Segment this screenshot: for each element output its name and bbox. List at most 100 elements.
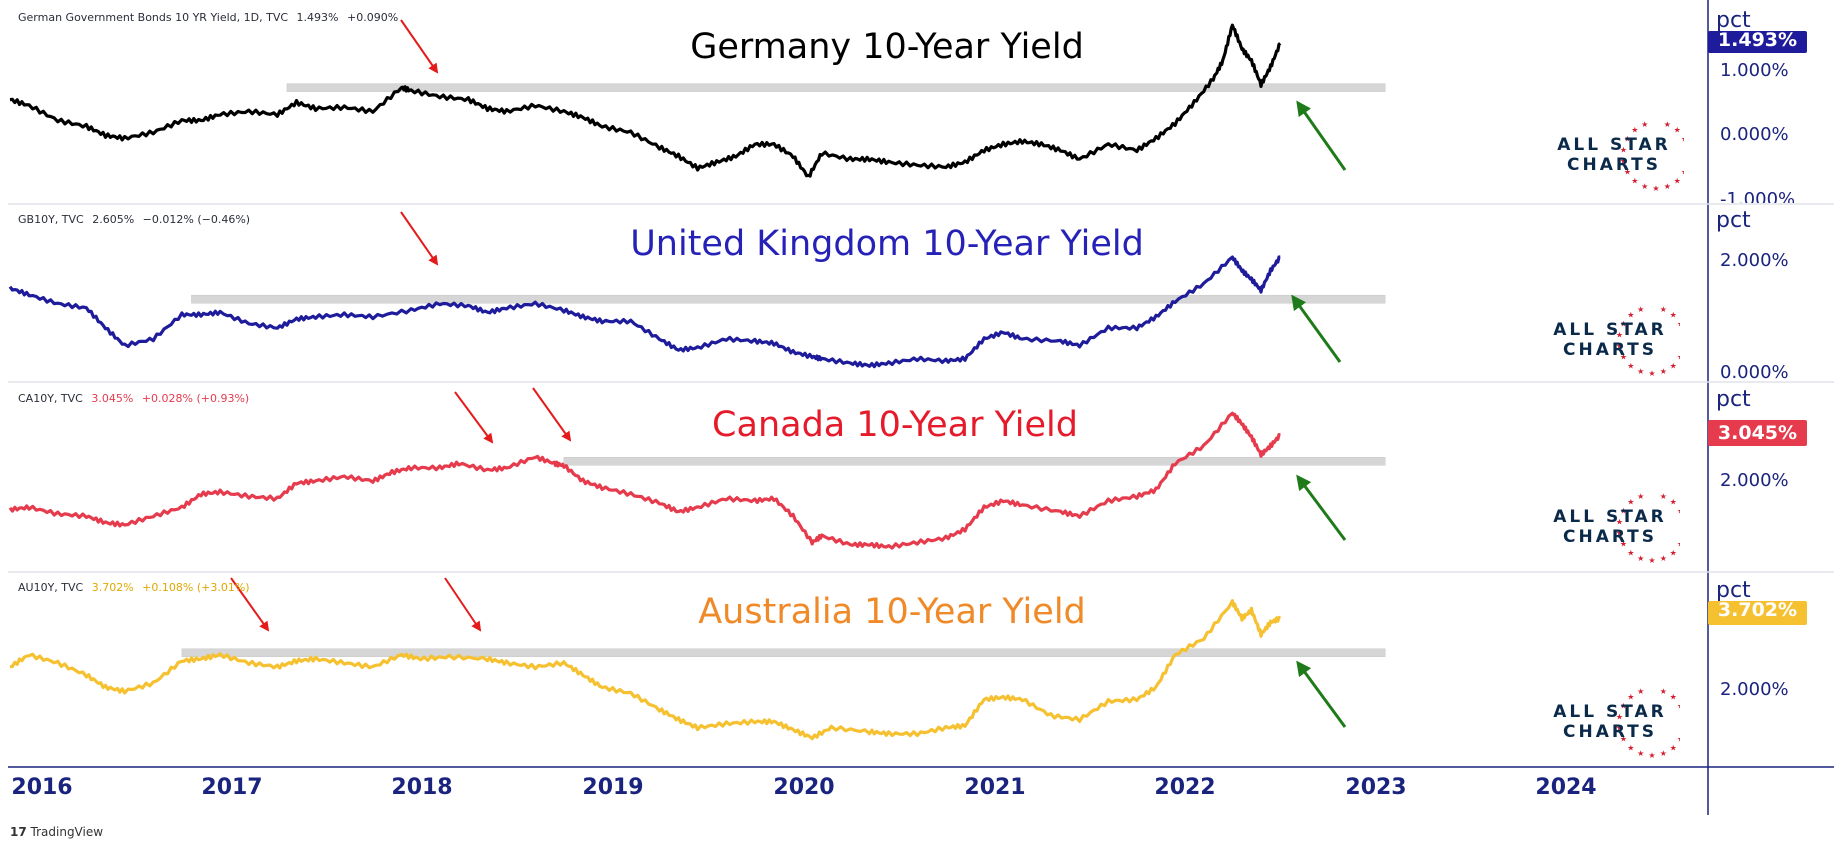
series-line-canada bbox=[8, 411, 1281, 550]
legend-australia[interactable]: AU10Y, TVC 3.702% +0.108% (+3.01%) bbox=[18, 581, 255, 594]
price-tag-germany: 1.493% bbox=[1708, 31, 1807, 53]
star-icon: ★ bbox=[1620, 157, 1627, 166]
star-icon: ★ bbox=[1660, 687, 1667, 696]
legend-last: 3.045% bbox=[91, 392, 134, 405]
green-arrow bbox=[1296, 474, 1347, 541]
star-icon: ★ bbox=[1637, 367, 1644, 376]
red-arrow bbox=[230, 577, 270, 632]
x-tick: 2017 bbox=[201, 775, 263, 800]
star-icon: ★ bbox=[1616, 342, 1623, 351]
star-icon: ★ bbox=[1637, 749, 1644, 758]
resistance-band bbox=[191, 294, 1386, 304]
star-icon: ★ bbox=[1677, 507, 1680, 516]
star-icon: ★ bbox=[1627, 498, 1634, 507]
legend-change: −0.012% (−0.46%) bbox=[142, 213, 251, 226]
star-icon: ★ bbox=[1660, 305, 1667, 314]
star-ring-icon: ★★★★★★★★★★★★★★★★★ bbox=[1616, 687, 1680, 760]
star-ring-icon: ★★★★★★★★★★★★★★★★★ bbox=[1616, 492, 1680, 565]
legend-symbol: German Government Bonds 10 YR Yield, 1D,… bbox=[18, 11, 289, 24]
y-tick: 1.000% bbox=[1720, 60, 1789, 81]
star-icon: ★ bbox=[1637, 492, 1644, 501]
star-icon: ★ bbox=[1616, 712, 1623, 721]
star-icon: ★ bbox=[1660, 749, 1667, 758]
star-icon: ★ bbox=[1660, 554, 1667, 563]
unit-label: pct bbox=[1716, 578, 1751, 603]
star-icon: ★ bbox=[1677, 320, 1680, 329]
star-icon: ★ bbox=[1677, 702, 1680, 711]
star-icon: ★ bbox=[1624, 168, 1631, 177]
star-icon: ★ bbox=[1624, 135, 1631, 144]
resistance-band bbox=[563, 457, 1386, 466]
unit-label: pct bbox=[1716, 387, 1751, 412]
star-icon: ★ bbox=[1648, 556, 1655, 565]
panel-title-germany: Germany 10-Year Yield bbox=[690, 27, 1084, 67]
star-icon: ★ bbox=[1620, 353, 1627, 362]
x-tick: 2024 bbox=[1535, 775, 1597, 800]
star-icon: ★ bbox=[1620, 320, 1627, 329]
star-icon: ★ bbox=[1631, 176, 1638, 185]
green-arrow bbox=[1291, 294, 1342, 363]
x-tick: 2023 bbox=[1345, 775, 1407, 800]
star-icon: ★ bbox=[1620, 702, 1627, 711]
allstarcharts-logo: ★★★★★★★★★★★★★★★★★ ALL STAR CHARTS bbox=[1540, 684, 1680, 764]
star-icon: ★ bbox=[1627, 548, 1634, 557]
red-arrow bbox=[444, 577, 482, 632]
panel-grid bbox=[8, 0, 1834, 815]
unit-label: pct bbox=[1716, 208, 1751, 233]
legend-symbol: CA10Y, TVC bbox=[18, 392, 83, 405]
star-icon: ★ bbox=[1616, 724, 1623, 733]
star-icon: ★ bbox=[1627, 361, 1634, 370]
red-arrow bbox=[400, 211, 439, 266]
red-arrow bbox=[400, 19, 439, 74]
x-tick: 2021 bbox=[964, 775, 1026, 800]
red-arrow bbox=[454, 391, 494, 444]
green-arrow bbox=[1296, 660, 1347, 728]
y-tick: 2.000% bbox=[1720, 250, 1789, 271]
x-tick: 2022 bbox=[1154, 775, 1216, 800]
legend-change: +0.108% (+3.01%) bbox=[142, 581, 250, 594]
x-tick: 2018 bbox=[391, 775, 453, 800]
annotation-arrows bbox=[230, 19, 1347, 728]
star-icon: ★ bbox=[1620, 145, 1627, 154]
tradingview-brand[interactable]: 17 TradingView bbox=[10, 825, 103, 839]
legend-symbol: GB10Y, TVC bbox=[18, 213, 84, 226]
star-icon: ★ bbox=[1670, 548, 1677, 557]
star-icon: ★ bbox=[1674, 126, 1681, 135]
legend-last: 1.493% bbox=[296, 11, 339, 24]
resistance-band bbox=[181, 648, 1386, 658]
series-line-germany bbox=[9, 23, 1282, 178]
star-icon: ★ bbox=[1620, 540, 1627, 549]
legend-canada[interactable]: CA10Y, TVC 3.045% +0.028% (+0.93%) bbox=[18, 392, 254, 405]
star-icon: ★ bbox=[1627, 311, 1634, 320]
star-icon: ★ bbox=[1664, 182, 1671, 191]
star-icon: ★ bbox=[1677, 540, 1680, 549]
star-icon: ★ bbox=[1660, 492, 1667, 501]
y-tick: 2.000% bbox=[1720, 470, 1789, 491]
unit-label: pct bbox=[1716, 8, 1751, 33]
star-icon: ★ bbox=[1677, 353, 1680, 362]
star-icon: ★ bbox=[1641, 120, 1648, 129]
legend-germany[interactable]: German Government Bonds 10 YR Yield, 1D,… bbox=[18, 11, 403, 24]
star-icon: ★ bbox=[1674, 176, 1681, 185]
star-ring-icon: ★★★★★★★★★★★★★★★★★ bbox=[1620, 120, 1684, 193]
resistance-lines bbox=[181, 83, 1386, 658]
series-line-australia bbox=[9, 599, 1282, 741]
tradingview-logo-icon: 17 bbox=[10, 825, 27, 839]
legend-last: 2.605% bbox=[92, 213, 135, 226]
star-icon: ★ bbox=[1648, 369, 1655, 378]
x-tick: 2020 bbox=[773, 775, 835, 800]
y-tick: 0.000% bbox=[1720, 362, 1789, 383]
star-icon: ★ bbox=[1677, 735, 1680, 744]
star-ring-icon: ★★★★★★★★★★★★★★★★★ bbox=[1616, 305, 1680, 378]
star-icon: ★ bbox=[1664, 120, 1671, 129]
legend-uk[interactable]: GB10Y, TVC 2.605% −0.012% (−0.46%) bbox=[18, 213, 255, 226]
star-icon: ★ bbox=[1652, 184, 1659, 193]
legend-last: 3.702% bbox=[91, 581, 134, 594]
star-icon: ★ bbox=[1616, 529, 1623, 538]
y-tick: 0.000% bbox=[1720, 124, 1789, 145]
allstarcharts-logo: ★★★★★★★★★★★★★★★★★ ALL STAR CHARTS bbox=[1540, 489, 1680, 569]
star-icon: ★ bbox=[1616, 330, 1623, 339]
series-layer bbox=[8, 23, 1282, 741]
